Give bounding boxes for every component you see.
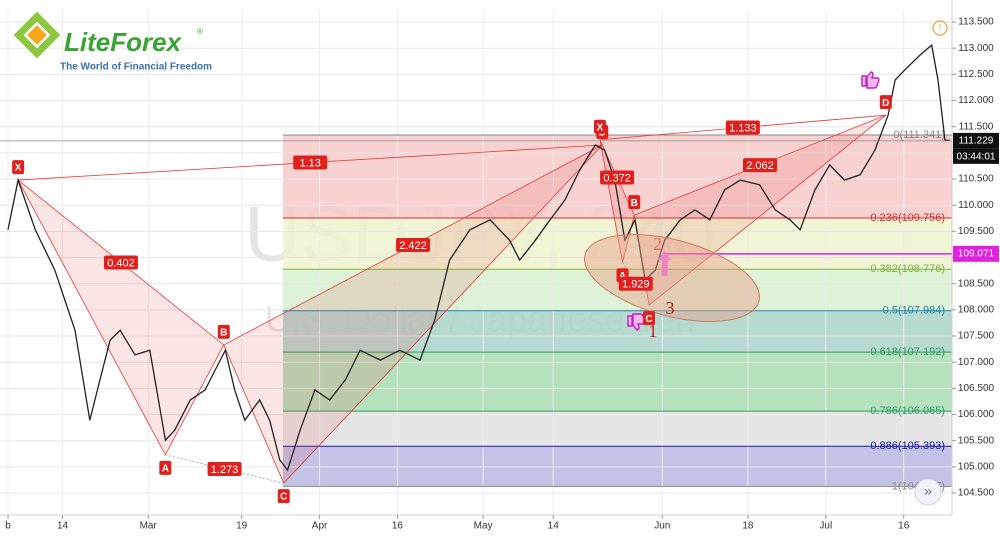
fib-band <box>282 217 952 270</box>
fib-label: 0.618(107.192) <box>870 346 945 358</box>
y-tick-label: 104.500 <box>958 488 995 499</box>
info-icon[interactable] <box>932 20 948 36</box>
y-tick-label: 108.500 <box>958 278 995 289</box>
fib-label: 0.5(107.984) <box>883 305 945 317</box>
ratio-label: 1.929 <box>622 279 650 291</box>
y-tick-label: 107.500 <box>958 331 995 342</box>
ratio-badge <box>103 255 138 270</box>
y-tick-label: 112.500 <box>958 69 994 80</box>
x-tick-label: 19 <box>236 521 248 532</box>
logo: LiteForex ® The World of Financial Freed… <box>13 11 212 73</box>
fib-label: 0.786(106.065) <box>870 405 945 417</box>
alert-label: 109.071 <box>958 248 995 259</box>
logo-name: LiteForex <box>64 27 183 57</box>
pattern-point-badge <box>217 324 230 339</box>
ratio-label: 2.422 <box>399 240 427 252</box>
fib-band <box>282 310 952 353</box>
y-tick-label: 113.500 <box>958 17 994 28</box>
y-tick-label: 109.500 <box>958 226 995 237</box>
y-tick-label: 113.000 <box>958 43 994 54</box>
x-tick-label: 18 <box>742 521 754 532</box>
ratio-badge <box>743 158 778 173</box>
logo-tagline: The World of Financial Freedom <box>60 62 212 73</box>
y-tick-label: 112.000 <box>958 95 994 106</box>
highlight-ellipse <box>584 234 760 322</box>
x-tick-label: Jul <box>819 521 832 532</box>
ratio-badge <box>618 276 653 291</box>
scroll-button[interactable]: » <box>914 478 942 506</box>
alert-arrow <box>657 250 672 276</box>
y-tick-label: 105.000 <box>958 461 995 472</box>
fib-label: 0.382(108.776) <box>870 263 945 275</box>
thumb-icon <box>861 71 880 89</box>
pattern-point-label: A <box>619 271 626 282</box>
pattern-point-label: B <box>631 198 638 209</box>
pattern-point-badge <box>277 489 290 504</box>
fib-label: 0(111.341) <box>893 129 945 141</box>
ratio-badge <box>396 237 431 252</box>
price-line <box>7 43 950 472</box>
x-tick-label: 16 <box>392 521 404 532</box>
fib-band <box>282 446 952 487</box>
plot-layer: USDJPY, 240U.S. Dollar / Japanese Yen0(1… <box>0 10 952 515</box>
x-tick-label: 14 <box>548 521 560 532</box>
y-tick-label: 107.000 <box>958 357 995 368</box>
countdown-label: 03:44:01 <box>957 152 996 163</box>
x-tick-label: 16 <box>898 521 910 532</box>
x-tick-label: Jun <box>654 521 670 532</box>
y-tick-label: 105.500 <box>958 435 995 446</box>
pattern-point-label: C <box>645 314 652 325</box>
y-tick-label: 110.000 <box>958 200 994 211</box>
pattern-point-label: C <box>280 492 287 503</box>
x-tick-label: May <box>474 521 493 532</box>
ratio-label: 0.372 <box>603 172 631 184</box>
countdown-tag <box>953 148 999 164</box>
logo-mark: ® <box>197 27 203 36</box>
scroll-button-bg[interactable] <box>914 478 942 506</box>
ratio-label: 1.273 <box>211 464 239 476</box>
y-tick-label: 106.500 <box>958 383 995 394</box>
logo-icon <box>13 11 61 59</box>
pattern-point-label: B <box>220 328 227 339</box>
pattern-point-badge <box>159 460 172 475</box>
pattern-point-label: X <box>597 122 604 133</box>
ratio-badge <box>207 461 242 476</box>
annotation: 3 <box>666 298 675 318</box>
ratio-badge <box>725 120 760 135</box>
x-tick-label: Apr <box>312 521 328 532</box>
pattern-point-badge <box>643 311 656 326</box>
ratio-badge <box>293 155 328 170</box>
last-price-label: 111.229 <box>959 136 994 147</box>
pattern-point-badge <box>628 195 641 210</box>
ratio-label: 0.402 <box>107 257 135 269</box>
y-tick-label: 106.000 <box>958 409 995 420</box>
annotation: 1 <box>648 321 657 341</box>
y-tick-label: 108.000 <box>958 305 995 316</box>
annotation: 2 <box>653 234 662 254</box>
x-tick-label: Mar <box>140 521 158 532</box>
pattern-point-label: D <box>882 98 889 109</box>
pattern-point-badge <box>593 119 606 134</box>
y-tick-label: 110.500 <box>958 174 994 185</box>
pattern-point-label: A <box>162 463 169 474</box>
pattern-point-badge <box>12 160 25 175</box>
pattern-point-badge <box>879 95 892 110</box>
ratio-badge <box>600 170 635 185</box>
x-tick-label: b <box>5 521 11 532</box>
pattern-point-label: X <box>15 163 22 174</box>
fib-label: 0.236(109.756) <box>870 212 945 224</box>
alert-tag <box>953 245 999 262</box>
fib-label: 0.886(105.393) <box>870 440 945 452</box>
x-tick-label: 14 <box>57 521 69 532</box>
scroll-button-glyph[interactable]: » <box>924 483 932 499</box>
info-icon-glyph: ! <box>939 22 942 32</box>
ratio-label: 1.13 <box>300 157 321 169</box>
price-axis <box>952 0 1000 545</box>
last-price-tag <box>953 132 999 149</box>
y-tick-label: 111.500 <box>959 121 994 132</box>
ratio-label: 1.133 <box>729 122 757 134</box>
ratio-label: 2.062 <box>746 160 774 172</box>
